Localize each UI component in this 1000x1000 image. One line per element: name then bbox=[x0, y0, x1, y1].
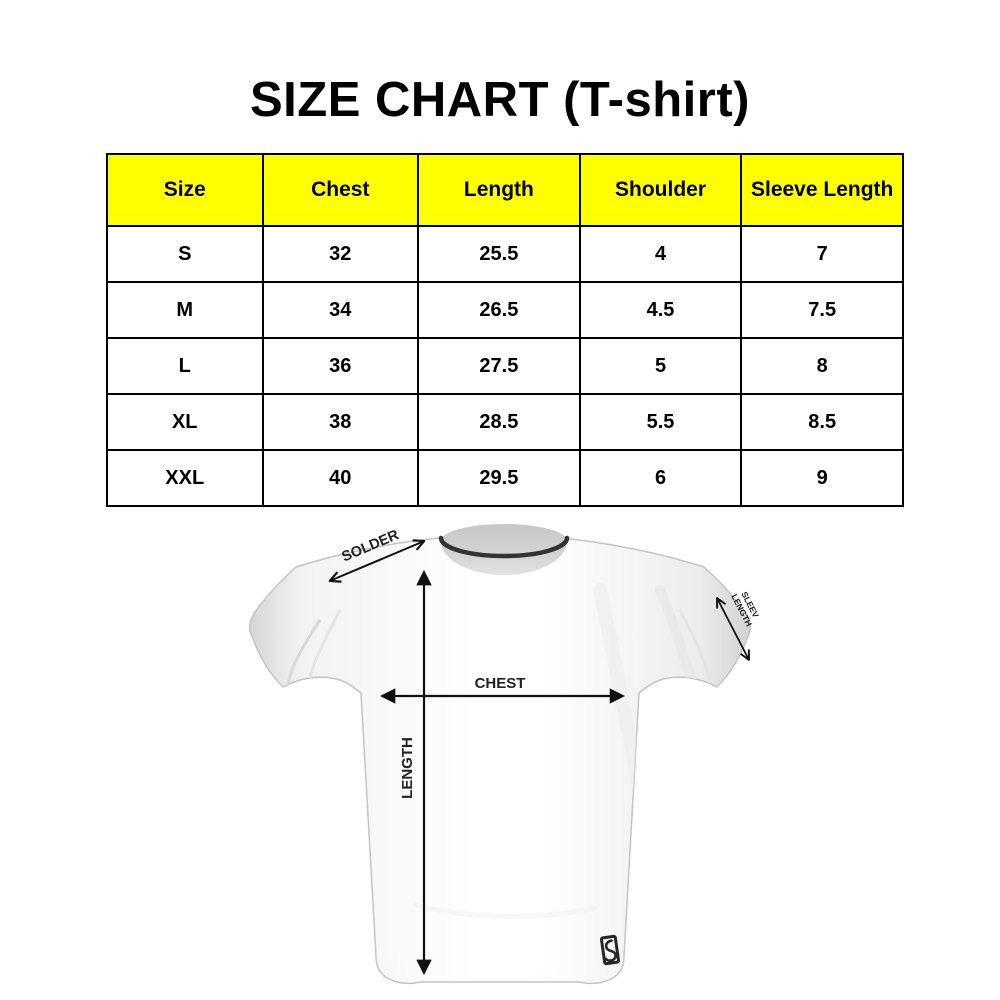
svg-text:LENGTH: LENGTH bbox=[399, 737, 416, 799]
svg-text:CHEST: CHEST bbox=[475, 675, 526, 692]
